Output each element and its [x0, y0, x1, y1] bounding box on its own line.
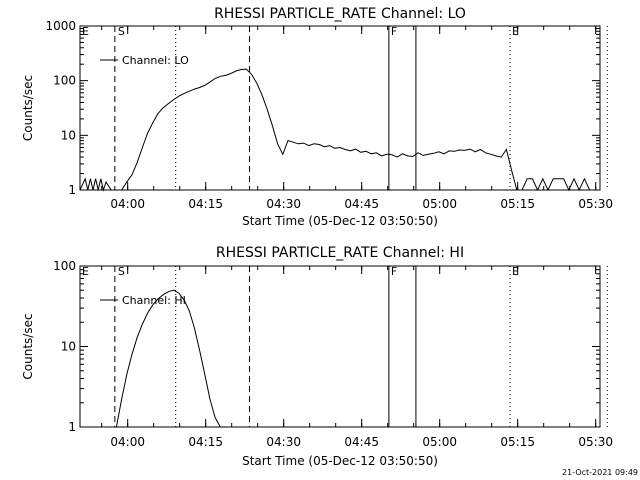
y-tick-label: 1	[68, 420, 76, 434]
y-tick-label: 100	[53, 74, 76, 88]
y-axis-label: Counts/sec	[21, 75, 35, 141]
event-marker-label: E	[82, 265, 89, 278]
event-marker-label: S	[118, 25, 125, 38]
event-marker-label: E	[82, 25, 89, 38]
x-axis-label: Start Time (05-Dec-12 03:50:50)	[242, 454, 438, 468]
event-marker-label: F	[391, 265, 397, 278]
series-line	[79, 68, 595, 192]
legend-label: Channel: LO	[122, 54, 189, 67]
event-marker-label: F	[391, 25, 397, 38]
series-line	[115, 289, 221, 428]
y-tick-label: 1	[68, 183, 76, 197]
x-tick-label: 04:00	[110, 435, 145, 449]
x-tick-label: 04:45	[344, 435, 379, 449]
y-tick-label: 100	[53, 259, 76, 273]
event-marker-label: S	[118, 265, 125, 278]
x-tick-label: 04:15	[188, 435, 223, 449]
y-axis-label: Counts/sec	[21, 313, 35, 379]
event-marker-label: E	[512, 265, 519, 278]
x-axis-label: Start Time (05-Dec-12 03:50:50)	[242, 214, 438, 228]
y-tick-label: 1000	[45, 19, 76, 33]
x-tick-label: 05:30	[578, 197, 613, 211]
panel-hi: RHESSI PARTICLE_RATE Channel: HI Start Ti…	[21, 245, 613, 468]
x-tick-label: 04:45	[344, 197, 379, 211]
y-tick-label: 10	[61, 128, 76, 142]
x-tick-label: 05:30	[578, 435, 613, 449]
panel-lo: RHESSI PARTICLE_RATE Channel: LO Start Ti…	[21, 6, 613, 228]
plot-frame	[79, 25, 601, 191]
x-tick-label: 04:30	[266, 435, 301, 449]
y-tick-label: 10	[61, 340, 76, 354]
x-tick-label: 04:15	[188, 197, 223, 211]
x-tick-label: 05:15	[500, 435, 535, 449]
x-tick-label: 04:30	[266, 197, 301, 211]
legend-label: Channel: HI	[122, 294, 186, 307]
x-tick-label: 05:15	[500, 197, 535, 211]
timestamp-footer: 21-Oct-2021 09:49	[562, 468, 638, 477]
x-tick-label: 05:00	[422, 197, 457, 211]
chart-title: RHESSI PARTICLE_RATE Channel: LO	[214, 6, 466, 22]
x-tick-label: 05:00	[422, 435, 457, 449]
event-marker-label: E	[512, 25, 519, 38]
chart-title: RHESSI PARTICLE_RATE Channel: HI	[216, 245, 464, 261]
plot-frame	[79, 265, 601, 428]
x-tick-label: 04:00	[110, 197, 145, 211]
